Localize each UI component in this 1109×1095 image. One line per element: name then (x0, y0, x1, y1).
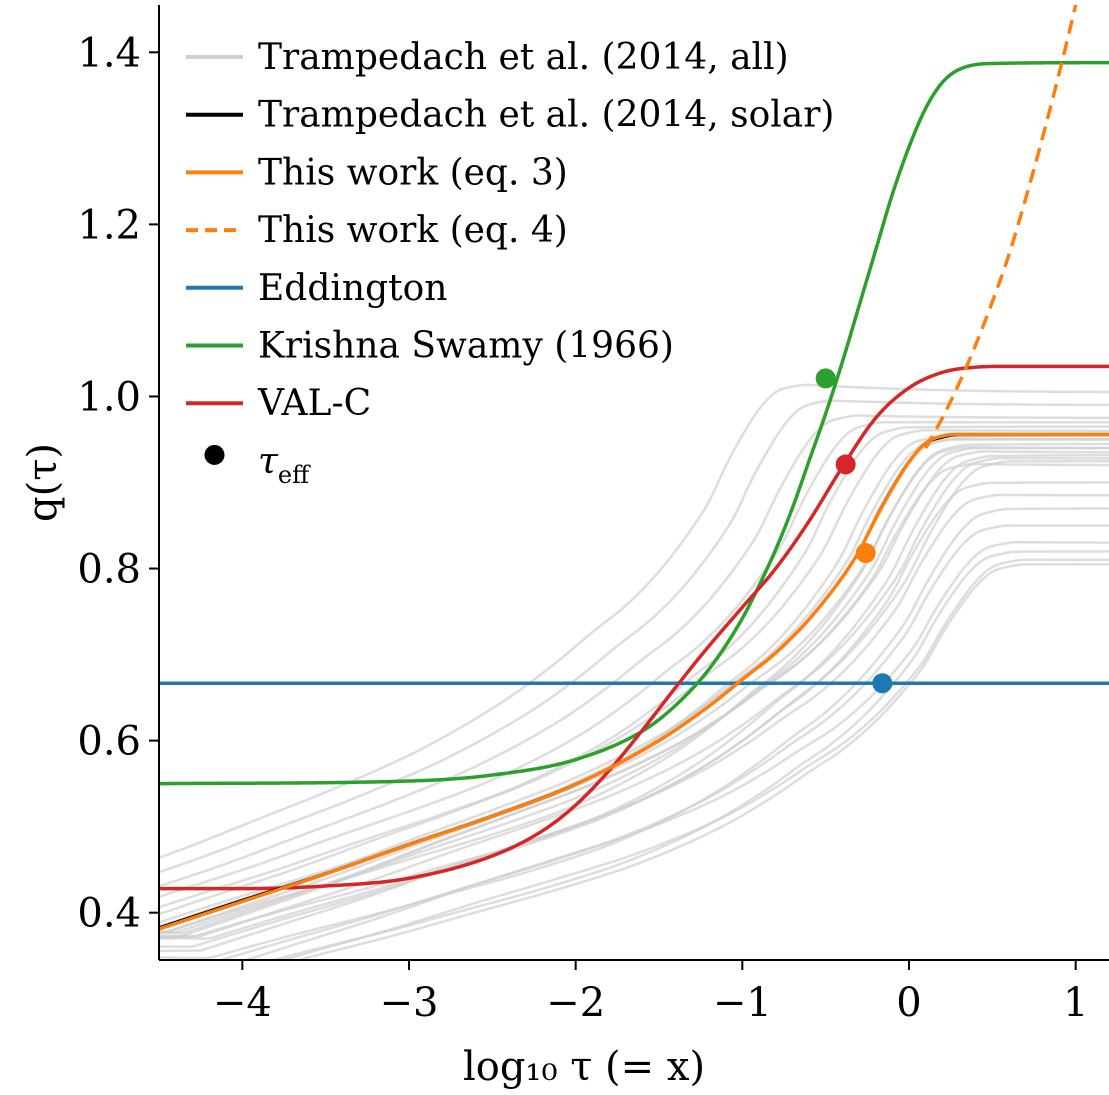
trampedach-all-line (159, 414, 1109, 888)
legend-item-eff: τeff (204, 441, 311, 489)
legend-label: Eddington (258, 268, 447, 309)
trampedach-all-line (293, 563, 1109, 960)
legend-item-this-work-eq-4: This work (eq. 4) (186, 210, 568, 251)
legend-item-trampedach-et-al-2014-all: Trampedach et al. (2014, all) (186, 37, 789, 78)
trampedach-all-line (159, 421, 1109, 899)
legend-label: τeff (258, 441, 311, 489)
trampedach-all-line (159, 446, 1109, 934)
x-tick-label: −2 (546, 980, 605, 1026)
val-c-line (159, 364, 1109, 891)
legend-label: Trampedach et al. (2014, solar) (258, 95, 834, 136)
x-tick-label: −3 (380, 980, 439, 1026)
legend-item-this-work-eq-3: This work (eq. 3) (186, 152, 568, 193)
legend-label: VAL-C (257, 383, 371, 424)
x-axis-title: log₁₀ τ (= x) (463, 1044, 705, 1090)
legend-item-krishna-swamy-1966: Krishna Swamy (1966) (186, 326, 674, 367)
trampedach-all-line (268, 550, 1109, 960)
plot-area (159, 5, 1109, 960)
trampedach-all-line (159, 462, 1109, 940)
legend-label: This work (eq. 4) (258, 210, 568, 251)
tau-eff-marker-eddington (872, 673, 893, 694)
y-tick-label: 0.8 (77, 547, 141, 593)
x-tick-label: −4 (213, 980, 272, 1026)
trampedach-all-line (278, 558, 1109, 960)
trampedach-all-line (159, 429, 1109, 916)
y-tick-label: 0.6 (77, 719, 141, 765)
y-tick-label: 1.0 (77, 374, 141, 420)
tau-eff-marker-val-c (835, 454, 856, 475)
tau-eff-marker-krishna-swamy-1966 (815, 368, 836, 389)
legend-label: Trampedach et al. (2014, all) (258, 37, 789, 78)
legend-marker (204, 444, 225, 465)
legend-item-eddington: Eddington (186, 268, 447, 309)
trampedach-all-line (159, 383, 1109, 859)
legend-item-val-c: VAL-C (186, 383, 371, 424)
axes: −4 −3 −2 −1 0 1 0.4 0.6 0.8 1.0 1.2 1.4 log₁₀ τ (= x… (20, 5, 1109, 1090)
y-axis-title: q(τ) (20, 443, 66, 522)
y-tick-label: 0.4 (77, 891, 141, 937)
x-tick-label: 1 (1063, 980, 1088, 1026)
trampedach-all-line (159, 493, 1109, 953)
y-tick-label: 1.4 (77, 30, 141, 76)
legend-label: Krishna Swamy (1966) (258, 326, 674, 367)
trampedach-all-line (241, 540, 1109, 960)
trampedach-all-line (159, 425, 1109, 909)
this-work-eq-4-line (924, 5, 1078, 449)
legend-item-trampedach-et-al-2014-solar: Trampedach et al. (2014, solar) (186, 95, 834, 136)
krishna-swamy-1966-line (159, 60, 1109, 786)
trampedach-all-line (159, 456, 1109, 938)
x-tick-label: −1 (713, 980, 772, 1026)
trampedach-all-line (159, 453, 1109, 939)
y-tick-label: 1.2 (77, 202, 141, 248)
tau-eff-marker-this-work-eq-3 (855, 543, 876, 564)
legend: Trampedach et al. (2014, all) Trampedach … (186, 37, 834, 489)
this-work-eq-3-line (159, 432, 1109, 931)
legend-label: This work (eq. 3) (258, 152, 568, 193)
x-tick-label: 0 (896, 980, 921, 1026)
